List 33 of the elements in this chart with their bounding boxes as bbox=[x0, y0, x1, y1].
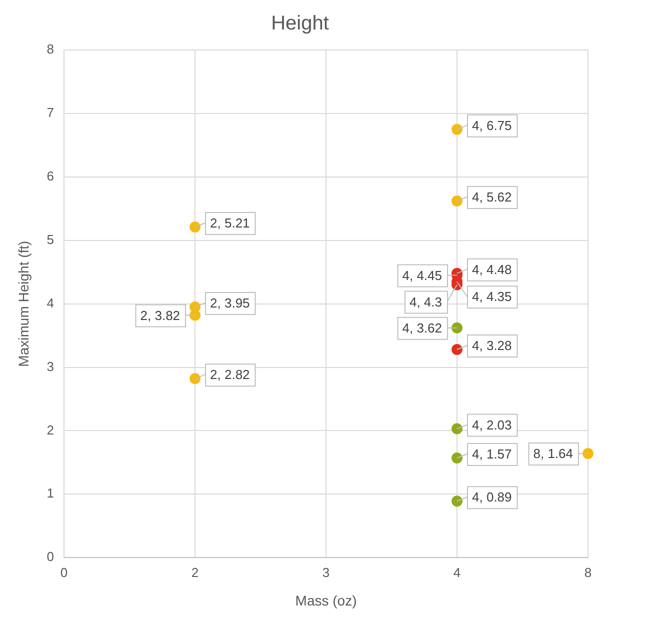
x-tick-label: 0 bbox=[60, 564, 68, 580]
y-axis-title: Maximum Height (ft) bbox=[15, 240, 32, 367]
data-label: 4, 0.89 bbox=[472, 490, 512, 505]
data-label: 4, 1.57 bbox=[472, 446, 512, 462]
data-label: 4, 4.45 bbox=[402, 268, 442, 283]
data-label: 8, 1.64 bbox=[533, 446, 574, 462]
data-label: 2, 3.95 bbox=[210, 296, 250, 311]
data-label: 2, 3.82 bbox=[140, 308, 180, 323]
y-tick-label: 0 bbox=[46, 549, 54, 564]
data-label: 4, 3.28 bbox=[472, 338, 512, 354]
x-tick-label: 4 bbox=[453, 564, 461, 580]
y-tick-label: 4 bbox=[46, 295, 54, 310]
y-tick-label: 6 bbox=[46, 168, 54, 184]
x-axis-title: Mass (oz) bbox=[295, 592, 357, 608]
y-tick-label: 8 bbox=[46, 42, 54, 57]
data-label: 4, 4.48 bbox=[472, 262, 512, 277]
y-tick-label: 3 bbox=[46, 358, 54, 374]
data-label: 4, 5.62 bbox=[472, 190, 512, 205]
data-label: 4, 4.35 bbox=[472, 289, 512, 304]
data-label: 4, 6.75 bbox=[472, 118, 512, 133]
data-label: 2, 2.82 bbox=[210, 367, 250, 382]
y-tick-label: 2 bbox=[46, 422, 54, 438]
data-label: 4, 4.3 bbox=[409, 294, 442, 310]
chart-title: Height bbox=[271, 12, 330, 35]
x-tick-label: 2 bbox=[191, 564, 199, 580]
data-label: 4, 2.03 bbox=[472, 417, 512, 432]
y-tick-label: 1 bbox=[46, 486, 54, 501]
data-label: 4, 3.62 bbox=[402, 320, 442, 336]
data-label: 2, 5.21 bbox=[210, 216, 250, 231]
x-tick-label: 3 bbox=[322, 564, 330, 580]
x-tick-label: 8 bbox=[584, 564, 592, 580]
y-tick-label: 7 bbox=[46, 105, 54, 120]
y-tick-label: 5 bbox=[46, 232, 54, 247]
